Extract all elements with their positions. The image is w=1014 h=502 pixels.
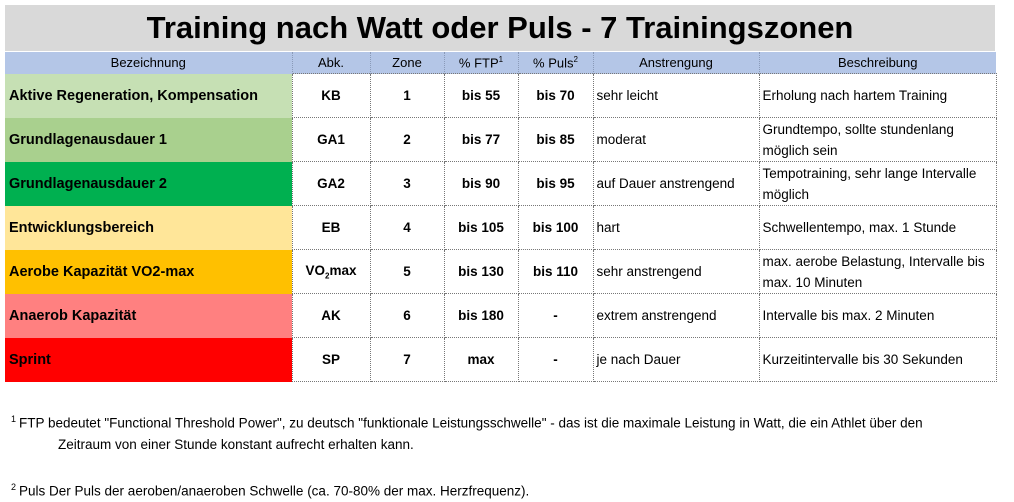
zone-anstrengung: je nach Dauer [592, 337, 760, 382]
zone-abbreviation: EB [291, 205, 371, 250]
zone-puls: bis 100 [517, 205, 594, 250]
zone-number: 6 [369, 293, 445, 338]
zone-ftp: bis 130 [443, 249, 519, 294]
header-abk: Abk. [292, 52, 371, 74]
header-beschreibung: Beschreibung [759, 52, 996, 74]
zone-ftp: bis 77 [443, 117, 519, 162]
zone-beschreibung: Tempotraining, sehr lange Intervalle mög… [758, 161, 997, 206]
table-row: Anaerob Kapazität AK 6 bis 180- extrem anstr… [5, 293, 997, 338]
zone-beschreibung: Schwellentempo, max. 1 Stunde [758, 205, 997, 250]
table-row: Sprint SP 7 max - je nach Dauer Kurzeitinterva… [5, 337, 997, 382]
zone-puls: - [517, 337, 594, 382]
footnote-1-line1: FTP bedeutet "Functional Threshold Power… [19, 415, 923, 431]
footnote-1-line2: Zeitraum von einer Stunde konstant aufre… [58, 436, 414, 452]
zone-anstrengung: sehr leicht [592, 73, 760, 118]
footnote-2-line1: Puls Der Puls der aeroben/anaeroben Schw… [19, 483, 530, 499]
zone-abbreviation: VO2max [291, 249, 371, 294]
footnote-1: 1 FTP bedeutet "Functional Threshold Powe… [11, 409, 923, 455]
zone-abbreviation-subscript: 2 [325, 271, 330, 281]
zone-ftp: max [443, 337, 519, 382]
zone-beschreibung: Erholung nach hartem Training [758, 73, 997, 118]
footnote-2-marker: 2 [11, 482, 17, 492]
header-zone: Zone [370, 52, 445, 74]
footnote-1-marker: 1 [11, 414, 17, 424]
footnote-2: 2 Puls Der Puls der aeroben/anaeroben Sch… [11, 477, 529, 502]
zone-name: Aktive Regeneration, Kompensation [5, 73, 292, 118]
table-header-row: Bezeichnung Abk. Zone % FTP1 % Puls2 Ans… [5, 52, 996, 74]
zone-anstrengung: moderat [592, 117, 760, 162]
header-ftp-label: % FTP [458, 55, 499, 71]
header-anstrengung: Anstrengung [593, 52, 760, 74]
table-row: Grundlagenausdauer 2 GA2 3 bis 90 bis 95 auf … [5, 161, 997, 206]
zone-name: Grundlagenausdauer 1 [5, 117, 292, 162]
zone-abbreviation: SP [291, 337, 371, 382]
zone-ftp: bis 90 [443, 161, 519, 206]
header-ftp: % FTP1 [444, 52, 519, 74]
zone-anstrengung: auf Dauer anstrengend [592, 161, 760, 206]
zone-ftp: bis 105 [443, 205, 519, 250]
zone-abbreviation-text: VO [305, 262, 326, 278]
header-puls-label: % Puls [533, 55, 574, 71]
zone-name: Sprint [5, 337, 292, 382]
zone-name: Entwicklungsbereich [5, 205, 292, 250]
zone-abbreviation: AK [291, 293, 371, 338]
zone-beschreibung: Grundtempo, sollte stundenlang möglich s… [758, 117, 997, 162]
training-zones-table: Bezeichnung Abk. Zone % FTP1 % Puls2 Ans… [5, 52, 997, 382]
zone-puls: - [517, 293, 594, 338]
zone-ftp: bis 180 [443, 293, 519, 338]
zone-abbreviation: GA1 [291, 117, 371, 162]
table-row: Aktive Regeneration, Kompensation KB 1 bis … [5, 73, 997, 118]
zone-name: Anaerob Kapazität [5, 293, 292, 338]
zone-number: 7 [369, 337, 445, 382]
page-title: Training nach Watt oder Puls - 7 Trainin… [5, 5, 995, 51]
zone-beschreibung: Intervalle bis max. 2 Minuten [758, 293, 997, 338]
zone-number: 4 [369, 205, 445, 250]
zone-abbreviation: GA2 [291, 161, 371, 206]
zone-beschreibung: Kurzeitintervalle bis 30 Sekunden [758, 337, 997, 382]
header-ftp-footnote-marker: 1 [498, 54, 504, 64]
zone-ftp: bis 55 [443, 73, 519, 118]
table-row: Entwicklungsbereich EB 4 bis 105 bis 100 hart… [5, 205, 997, 250]
zone-puls: bis 110 [517, 249, 594, 294]
zone-abbreviation-suffix: max [329, 262, 357, 278]
header-puls: % Puls2 [518, 52, 594, 74]
zone-anstrengung: hart [592, 205, 760, 250]
table-row: Grundlagenausdauer 1 GA1 2 bis 77 bis 85 mode… [5, 117, 997, 162]
zone-anstrengung: sehr anstrengend [592, 249, 760, 294]
zone-number: 5 [369, 249, 445, 294]
zone-anstrengung: extrem anstrengend [592, 293, 760, 338]
zone-beschreibung: max. aerobe Belastung, Intervalle bis ma… [758, 249, 997, 294]
zone-abbreviation: KB [291, 73, 371, 118]
header-puls-footnote-marker: 2 [573, 54, 578, 64]
zone-name: Grundlagenausdauer 2 [5, 161, 292, 206]
zone-name: Aerobe Kapazität VO2-max [5, 249, 292, 294]
zone-puls: bis 95 [517, 161, 594, 206]
zone-puls: bis 70 [517, 73, 594, 118]
table-row: Aerobe Kapazität VO2-max VO2max 5 bis 130 bi… [5, 249, 997, 294]
zone-number: 1 [369, 73, 445, 118]
zone-number: 2 [369, 117, 445, 162]
zone-number: 3 [369, 161, 445, 206]
zone-puls: bis 85 [517, 117, 594, 162]
header-bezeichnung: Bezeichnung [5, 52, 293, 74]
